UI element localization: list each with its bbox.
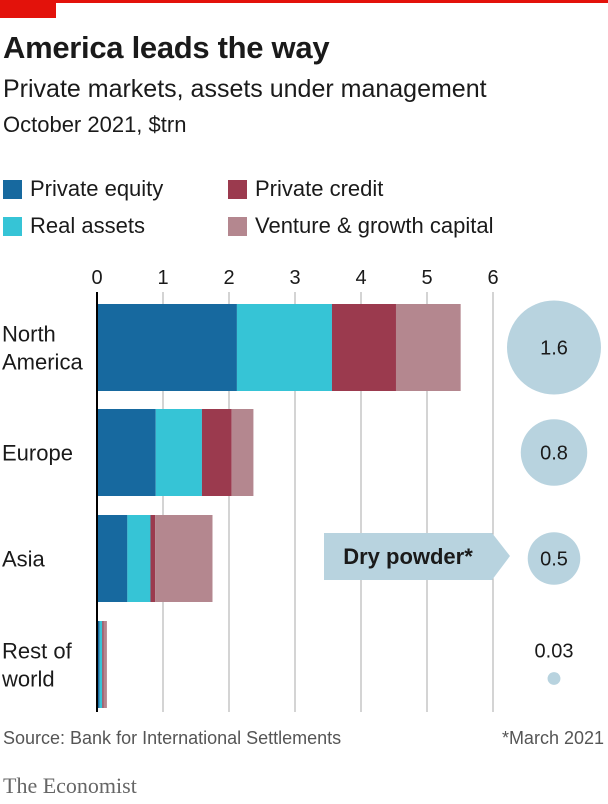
bar-segment bbox=[331, 304, 396, 391]
bar-segment bbox=[155, 409, 202, 496]
category-label: North America bbox=[2, 322, 83, 375]
brand-tag bbox=[0, 0, 56, 18]
dry-powder-label: 1.6 bbox=[540, 338, 568, 360]
dry-powder-bubble bbox=[520, 419, 588, 486]
legend-swatch-real-assets bbox=[3, 216, 22, 236]
legend-item-private-credit: Private credit bbox=[228, 176, 383, 202]
dry-powder-label: 0.03 bbox=[535, 641, 574, 663]
legend-swatch-private-credit bbox=[228, 179, 247, 199]
top-rule bbox=[0, 0, 608, 3]
footnote: *March 2021 bbox=[501, 728, 604, 748]
x-tick-label: 6 bbox=[487, 267, 498, 289]
category-label: Asia bbox=[2, 547, 46, 572]
bar-segment bbox=[127, 515, 151, 602]
chart-unit: October 2021, $trn bbox=[3, 112, 187, 137]
bar-segment bbox=[155, 515, 213, 602]
legend-item-private-equity: Private equity bbox=[3, 176, 163, 202]
category-label: Rest of world bbox=[1, 639, 73, 692]
bar-segment bbox=[201, 409, 232, 496]
bar-segment bbox=[97, 621, 100, 708]
bar-segment bbox=[395, 304, 461, 391]
category-label: Europe bbox=[2, 441, 73, 466]
bar-segment bbox=[99, 621, 103, 708]
bar-segment bbox=[97, 515, 128, 602]
source-note: Source: Bank for International Settlemen… bbox=[3, 728, 342, 748]
chart-title: America leads the way bbox=[3, 30, 330, 65]
x-tick-label: 5 bbox=[421, 267, 432, 289]
x-tick-label: 0 bbox=[91, 267, 102, 289]
dry-powder-bubble bbox=[507, 300, 601, 395]
legend-label-venture-growth: Venture & growth capital bbox=[255, 213, 494, 238]
bar-segment bbox=[102, 621, 104, 708]
legend-item-venture-growth: Venture & growth capital bbox=[228, 213, 493, 239]
dry-powder-label: 0.8 bbox=[540, 443, 568, 465]
bar-segment bbox=[97, 409, 156, 496]
bar-segment bbox=[236, 304, 332, 391]
economist-logo: The Economist bbox=[3, 773, 137, 798]
bar-segment bbox=[231, 409, 254, 496]
x-tick-label: 4 bbox=[355, 267, 366, 289]
bar-segment bbox=[97, 304, 237, 391]
bar-segment bbox=[103, 621, 107, 708]
legend-label-real-assets: Real assets bbox=[30, 213, 145, 238]
x-tick-label: 1 bbox=[157, 267, 168, 289]
legend-swatch-venture-growth bbox=[228, 216, 247, 236]
dry-powder-callout bbox=[324, 533, 510, 580]
legend-swatch-private-equity bbox=[3, 179, 22, 199]
x-tick-label: 2 bbox=[223, 267, 234, 289]
x-tick-label: 3 bbox=[289, 267, 300, 289]
legend-label-private-equity: Private equity bbox=[30, 176, 164, 201]
chart-subtitle: Private markets, assets under management bbox=[3, 75, 487, 103]
dry-powder-callout-label: Dry powder* bbox=[343, 544, 473, 569]
dry-powder-label: 0.5 bbox=[540, 549, 568, 571]
bar-segment bbox=[150, 515, 156, 602]
dry-powder-bubble bbox=[547, 672, 561, 685]
legend-label-private-credit: Private credit bbox=[255, 176, 384, 201]
legend-item-real-assets: Real assets bbox=[3, 213, 145, 239]
dry-powder-bubble bbox=[527, 532, 581, 585]
